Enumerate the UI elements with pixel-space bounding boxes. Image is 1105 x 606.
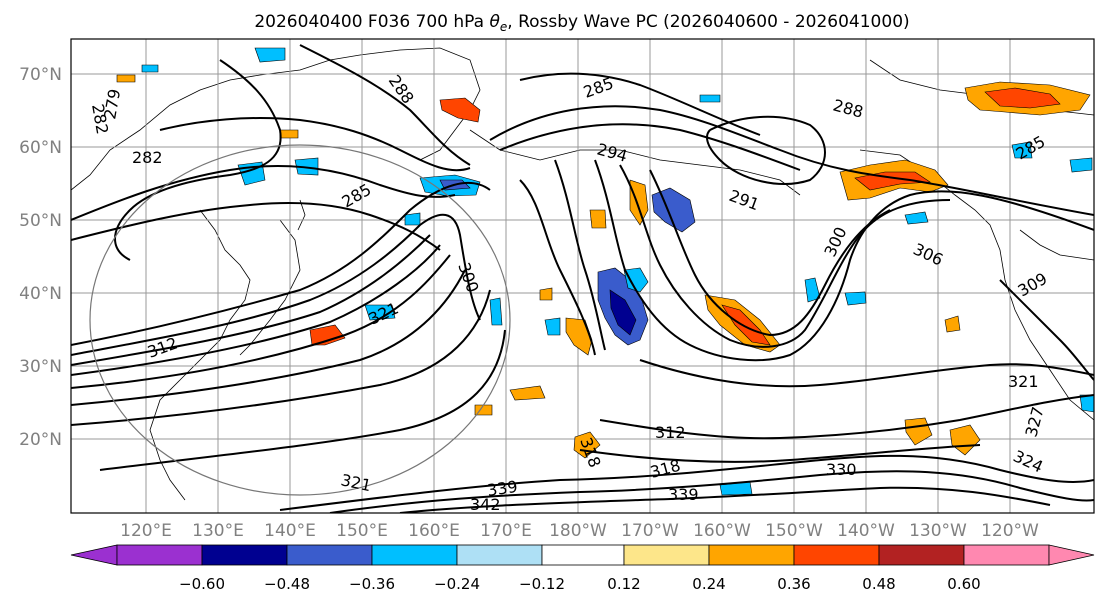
map-frame xyxy=(70,38,1095,514)
colorbar-tick: 0.24 xyxy=(692,575,725,593)
lon-label: 170°E xyxy=(480,521,532,541)
contour-label: 312 xyxy=(655,423,686,442)
colorbar-segment xyxy=(286,544,373,566)
negative-anomaly xyxy=(404,212,421,226)
positive-anomaly xyxy=(629,179,649,226)
figure-title: 2026040400 F036 700 hPa θe, Rossby Wave … xyxy=(254,12,909,34)
colorbar-segment xyxy=(541,544,625,566)
colorbar-tick: −0.12 xyxy=(519,575,565,593)
colorbar-tick: −0.36 xyxy=(349,575,395,593)
colorbar-tick: −0.48 xyxy=(264,575,310,593)
negative-anomaly xyxy=(254,47,286,63)
longitude-labels: 120°E 130°E 140°E 150°E 160°E 170°E 180°… xyxy=(120,521,1039,541)
positive-anomaly xyxy=(439,97,481,123)
colorbar-segment xyxy=(623,544,710,566)
negative-anomaly xyxy=(609,289,637,336)
positive-anomaly xyxy=(539,287,553,301)
contour-label: 321 xyxy=(1008,372,1039,391)
negative-anomaly xyxy=(364,304,396,321)
latitude-labels: 70°N 60°N 50°N 40°N 30°N 20°N xyxy=(19,65,62,450)
contour-label: 339 xyxy=(486,477,519,500)
colorbar-segment xyxy=(116,544,203,566)
lon-label: 140°E xyxy=(264,521,316,541)
contour-label: 282 xyxy=(132,148,163,167)
positive-anomaly xyxy=(944,315,961,333)
positive-anomaly xyxy=(984,87,1061,109)
lon-label: 170°W xyxy=(621,521,679,541)
colorbar-segment xyxy=(70,544,118,566)
lon-label: 140°W xyxy=(837,521,895,541)
positive-anomaly xyxy=(949,424,981,456)
lon-label: 160°E xyxy=(408,521,460,541)
negative-anomaly xyxy=(623,267,649,293)
colorbar-tick: 0.12 xyxy=(607,575,640,593)
colorbar-segment xyxy=(878,544,965,566)
theta-e-contours xyxy=(71,44,1094,513)
positive-anomaly xyxy=(474,404,493,416)
lon-label: 150°E xyxy=(336,521,388,541)
negative-anomaly xyxy=(844,291,867,306)
lat-label: 70°N xyxy=(19,65,62,85)
colorbar-tick: −0.24 xyxy=(434,575,480,593)
negative-anomaly xyxy=(904,211,929,225)
lat-label: 40°N xyxy=(19,284,62,304)
lat-label: 20°N xyxy=(19,430,62,450)
contour-label: 330 xyxy=(826,460,857,479)
negative-anomaly xyxy=(1069,157,1093,173)
negative-anomaly xyxy=(141,64,159,73)
positive-anomaly xyxy=(854,171,931,191)
lat-label: 30°N xyxy=(19,357,62,377)
negative-anomaly xyxy=(699,94,721,103)
lon-label: 120°E xyxy=(120,521,172,541)
negative-anomaly xyxy=(489,297,503,326)
positive-anomaly xyxy=(721,304,771,346)
colorbar-tick: −0.60 xyxy=(179,575,225,593)
positive-anomaly xyxy=(279,129,299,139)
lon-label: 120°W xyxy=(981,521,1039,541)
lat-label: 50°N xyxy=(19,211,62,231)
colorbar-segment xyxy=(708,544,795,566)
negative-anomaly xyxy=(1079,394,1094,413)
negative-anomaly xyxy=(804,277,821,303)
negative-anomaly xyxy=(544,317,561,336)
colorbar-tick: 0.36 xyxy=(777,575,810,593)
lon-label: 130°E xyxy=(192,521,244,541)
colorbar-segment xyxy=(456,544,543,566)
lon-label: 160°W xyxy=(693,521,751,541)
colorbar-tick: 0.48 xyxy=(862,575,895,593)
anomaly-fills xyxy=(116,47,1094,496)
colorbar-tick: 0.60 xyxy=(947,575,980,593)
colorbar-segment xyxy=(201,544,288,566)
lon-label: 150°W xyxy=(765,521,823,541)
lon-label: 180°W xyxy=(549,521,607,541)
positive-anomaly xyxy=(589,209,607,229)
negative-anomaly xyxy=(1011,141,1033,159)
colorbar-ticks: −0.60 −0.48 −0.36 −0.24 −0.12 0.12 0.24 … xyxy=(179,575,981,593)
positive-anomaly xyxy=(309,324,346,346)
positive-anomaly xyxy=(509,385,546,401)
positive-anomaly xyxy=(116,74,136,83)
pattern-ellipse xyxy=(89,144,511,496)
contour-label: 342 xyxy=(470,495,501,514)
map-panel: 282 279 288 285 288 282 285 294 291 300 … xyxy=(71,39,1094,514)
colorbar-segment xyxy=(1048,544,1095,566)
colorbar-segment xyxy=(793,544,880,566)
colorbar-segment xyxy=(963,544,1050,566)
lat-label: 60°N xyxy=(19,138,62,158)
contour-label: 339 xyxy=(668,485,699,504)
colorbar xyxy=(70,544,1095,566)
lon-label: 130°W xyxy=(909,521,967,541)
colorbar-segment xyxy=(371,544,458,566)
